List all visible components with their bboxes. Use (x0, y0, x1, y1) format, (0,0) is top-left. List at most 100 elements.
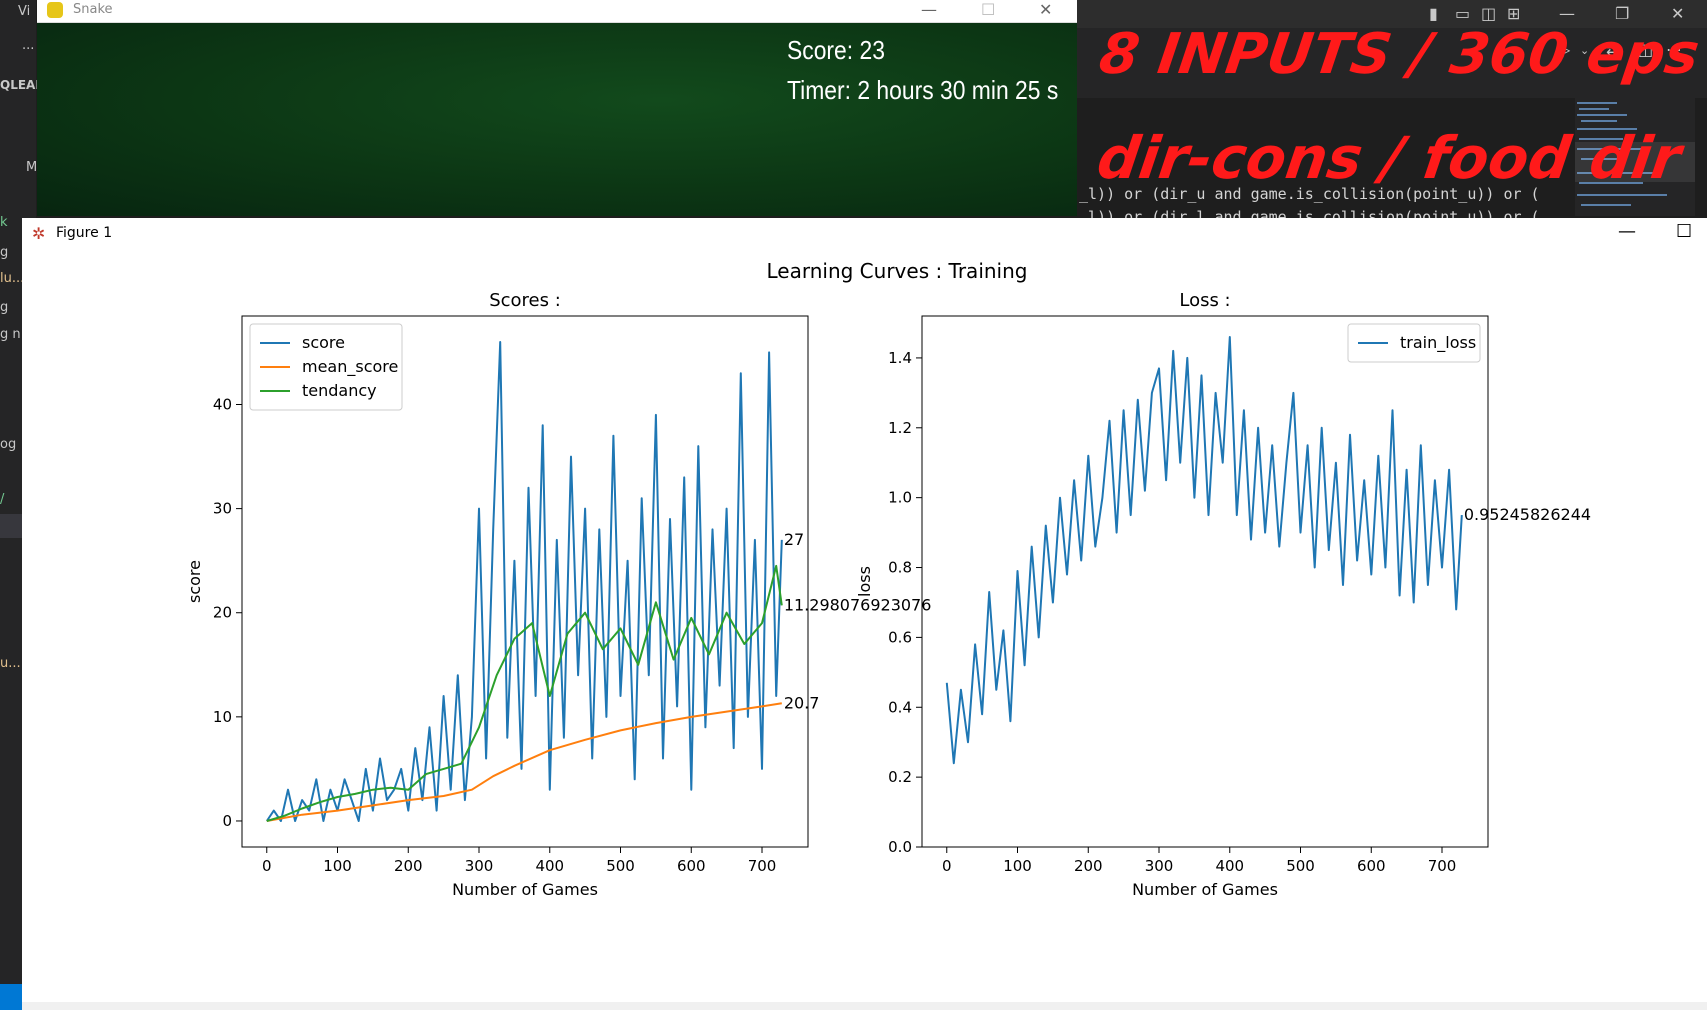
compare-icon[interactable]: ⇄ (1606, 40, 1620, 59)
customize-layout-icon[interactable]: ⊞ (1507, 4, 1521, 23)
explorer-fragment[interactable]: u... (0, 656, 21, 671)
toggle-panel-icon[interactable]: ▭ (1455, 4, 1471, 23)
x-tick-label: 0 (942, 857, 952, 875)
split-editor-icon[interactable]: ◫ (1638, 40, 1654, 59)
run-icon[interactable]: ▷ (1558, 40, 1571, 59)
vscode-titlebar: ▮ ▭ ◫ ⊞ — ❐ ✕ (1077, 0, 1707, 28)
toggle-secondary-sidebar-icon[interactable]: ◫ (1481, 4, 1497, 23)
snake-game-canvas[interactable]: Score: 23 Timer: 2 hours 30 min 25 s (37, 23, 1077, 216)
close-icon[interactable]: ✕ (1671, 4, 1685, 23)
run-dropdown-icon[interactable]: ⌄ (1580, 44, 1590, 57)
restore-icon[interactable]: ❐ (1615, 4, 1630, 23)
series-line-tendancy (266, 564, 783, 822)
explorer-fragment[interactable]: lu... (0, 271, 25, 286)
x-tick-label: 300 (465, 857, 494, 875)
y-tick-label: 1.2 (888, 419, 912, 437)
series-line-train_loss (945, 336, 1463, 765)
x-tick-label: 100 (1003, 857, 1032, 875)
x-tick-label: 700 (748, 857, 777, 875)
y-tick-label: 0.0 (888, 838, 912, 856)
x-tick-label: 600 (1357, 857, 1386, 875)
figure-window-title: Figure 1 (56, 225, 113, 241)
snake-titlebar[interactable]: Snake — ☐ ✕ (37, 0, 1077, 23)
explorer-fragment: QLEAR (0, 78, 45, 92)
x-tick-label: 600 (677, 857, 706, 875)
explorer-fragment: ... (22, 38, 35, 53)
x-tick-label: 500 (606, 857, 635, 875)
y-tick-label: 0 (222, 812, 232, 830)
legend: score mean_score tendancy (249, 323, 403, 411)
explorer-fragment: Vi (18, 4, 31, 19)
snake-minimize-icon[interactable]: — (921, 0, 937, 19)
figure-canvas: Learning Curves : Training Scores : 0 100 2… (185, 259, 1591, 899)
figure-minimize-icon[interactable]: — (1618, 221, 1636, 242)
y-tick-label: 40 (213, 396, 232, 414)
legend-box (1347, 323, 1481, 363)
x-tick-label: 500 (1286, 857, 1315, 875)
legend-box (249, 323, 403, 411)
timer-text: Timer: 2 hours 30 min 25 s (787, 75, 1059, 105)
y-tick-label: 0.8 (888, 559, 912, 577)
end-annotation: 0.95245826244 (1464, 505, 1591, 524)
y-tick-label: 0.2 (888, 768, 912, 786)
matplotlib-icon: ✲ (32, 224, 46, 243)
snake-window-title: Snake (73, 2, 113, 17)
y-tick-label: 0.4 (888, 698, 912, 716)
legend-label-train_loss: train_loss (1400, 333, 1476, 353)
snake-close-icon[interactable]: ✕ (1039, 0, 1053, 19)
more-actions-icon[interactable]: ⋯ (1666, 40, 1682, 59)
figure-titlebar[interactable]: ✲ Figure 1 — ☐ (22, 218, 1707, 248)
x-tick-label: 400 (535, 857, 564, 875)
figure-window: ✲ Figure 1 — ☐ Learning Curves : Trainin… (22, 218, 1707, 1010)
minimap[interactable] (1575, 98, 1695, 216)
end-annotation: 27 (784, 530, 804, 549)
figure-maximize-icon[interactable]: ☐ (1676, 221, 1693, 242)
explorer-fragment[interactable]: g n (0, 327, 21, 342)
series-line-mean_score (266, 702, 782, 822)
axes-frame (241, 315, 809, 848)
annotation-line2: dir-cons / food dir (1093, 124, 1686, 192)
axes-frame (921, 315, 1489, 848)
minimize-icon[interactable]: — (1559, 4, 1575, 23)
x-tick-label: 0 (262, 857, 272, 875)
snake-maximize-icon[interactable]: ☐ (981, 0, 996, 19)
x-tick-label: 200 (1074, 857, 1103, 875)
y-tick-label: 0.6 (888, 628, 912, 646)
editor-tab-bar (1077, 28, 1707, 98)
scores-axes: Scores : 0 100 200 300 400 500 600 700 0 10 20 30 40 N… (185, 290, 931, 899)
x-tick-label: 300 (1145, 857, 1174, 875)
explorer-fragment[interactable]: / (0, 492, 5, 507)
y-tick-label: 20 (213, 604, 232, 622)
minimap-lines (1575, 102, 1695, 206)
explorer-fragment: M (26, 160, 38, 175)
x-axis-label: Number of Games (452, 880, 598, 899)
y-tick-label: 30 (213, 500, 232, 518)
x-tick-label: 400 (1215, 857, 1244, 875)
x-tick-label: 700 (1428, 857, 1457, 875)
explorer-fragment[interactable]: g (0, 245, 9, 260)
y-tick-label: 1.4 (888, 349, 912, 367)
explorer-fragment[interactable]: og (0, 437, 17, 452)
code-line[interactable]: _l)) or (dir_u and game.is_collision(poi… (1079, 185, 1540, 203)
end-annotation: 20.7 (784, 693, 820, 712)
y-axis-label: loss (855, 566, 874, 597)
series-line-score (265, 341, 783, 822)
y-tick-label: 1.0 (888, 489, 912, 507)
explorer-fragment[interactable]: k (0, 215, 8, 230)
x-axis-label: Number of Games (1132, 880, 1278, 899)
snake-window: Snake — ☐ ✕ Score: 23 Timer: 2 hours 30 … (37, 0, 1077, 216)
explorer-fragment[interactable]: g (0, 300, 9, 315)
axes-title: Scores : (489, 290, 561, 311)
score-text: Score: 23 (787, 35, 885, 65)
x-tick-label: 200 (394, 857, 423, 875)
legend-label-tendancy: tendancy (302, 381, 377, 400)
figure-suptitle: Learning Curves : Training (767, 259, 1028, 283)
y-axis-label: score (185, 560, 204, 603)
legend: train_loss (1347, 323, 1481, 363)
annotation-line1: 8 INPUTS / 360 eps (1095, 22, 1704, 87)
legend-label-mean_score: mean_score (302, 357, 398, 377)
axes-title: Loss : (1179, 290, 1230, 311)
toggle-sidebar-icon[interactable]: ▮ (1429, 4, 1438, 23)
figure-status-bar (22, 1002, 1707, 1010)
python-snake-icon (47, 2, 63, 18)
